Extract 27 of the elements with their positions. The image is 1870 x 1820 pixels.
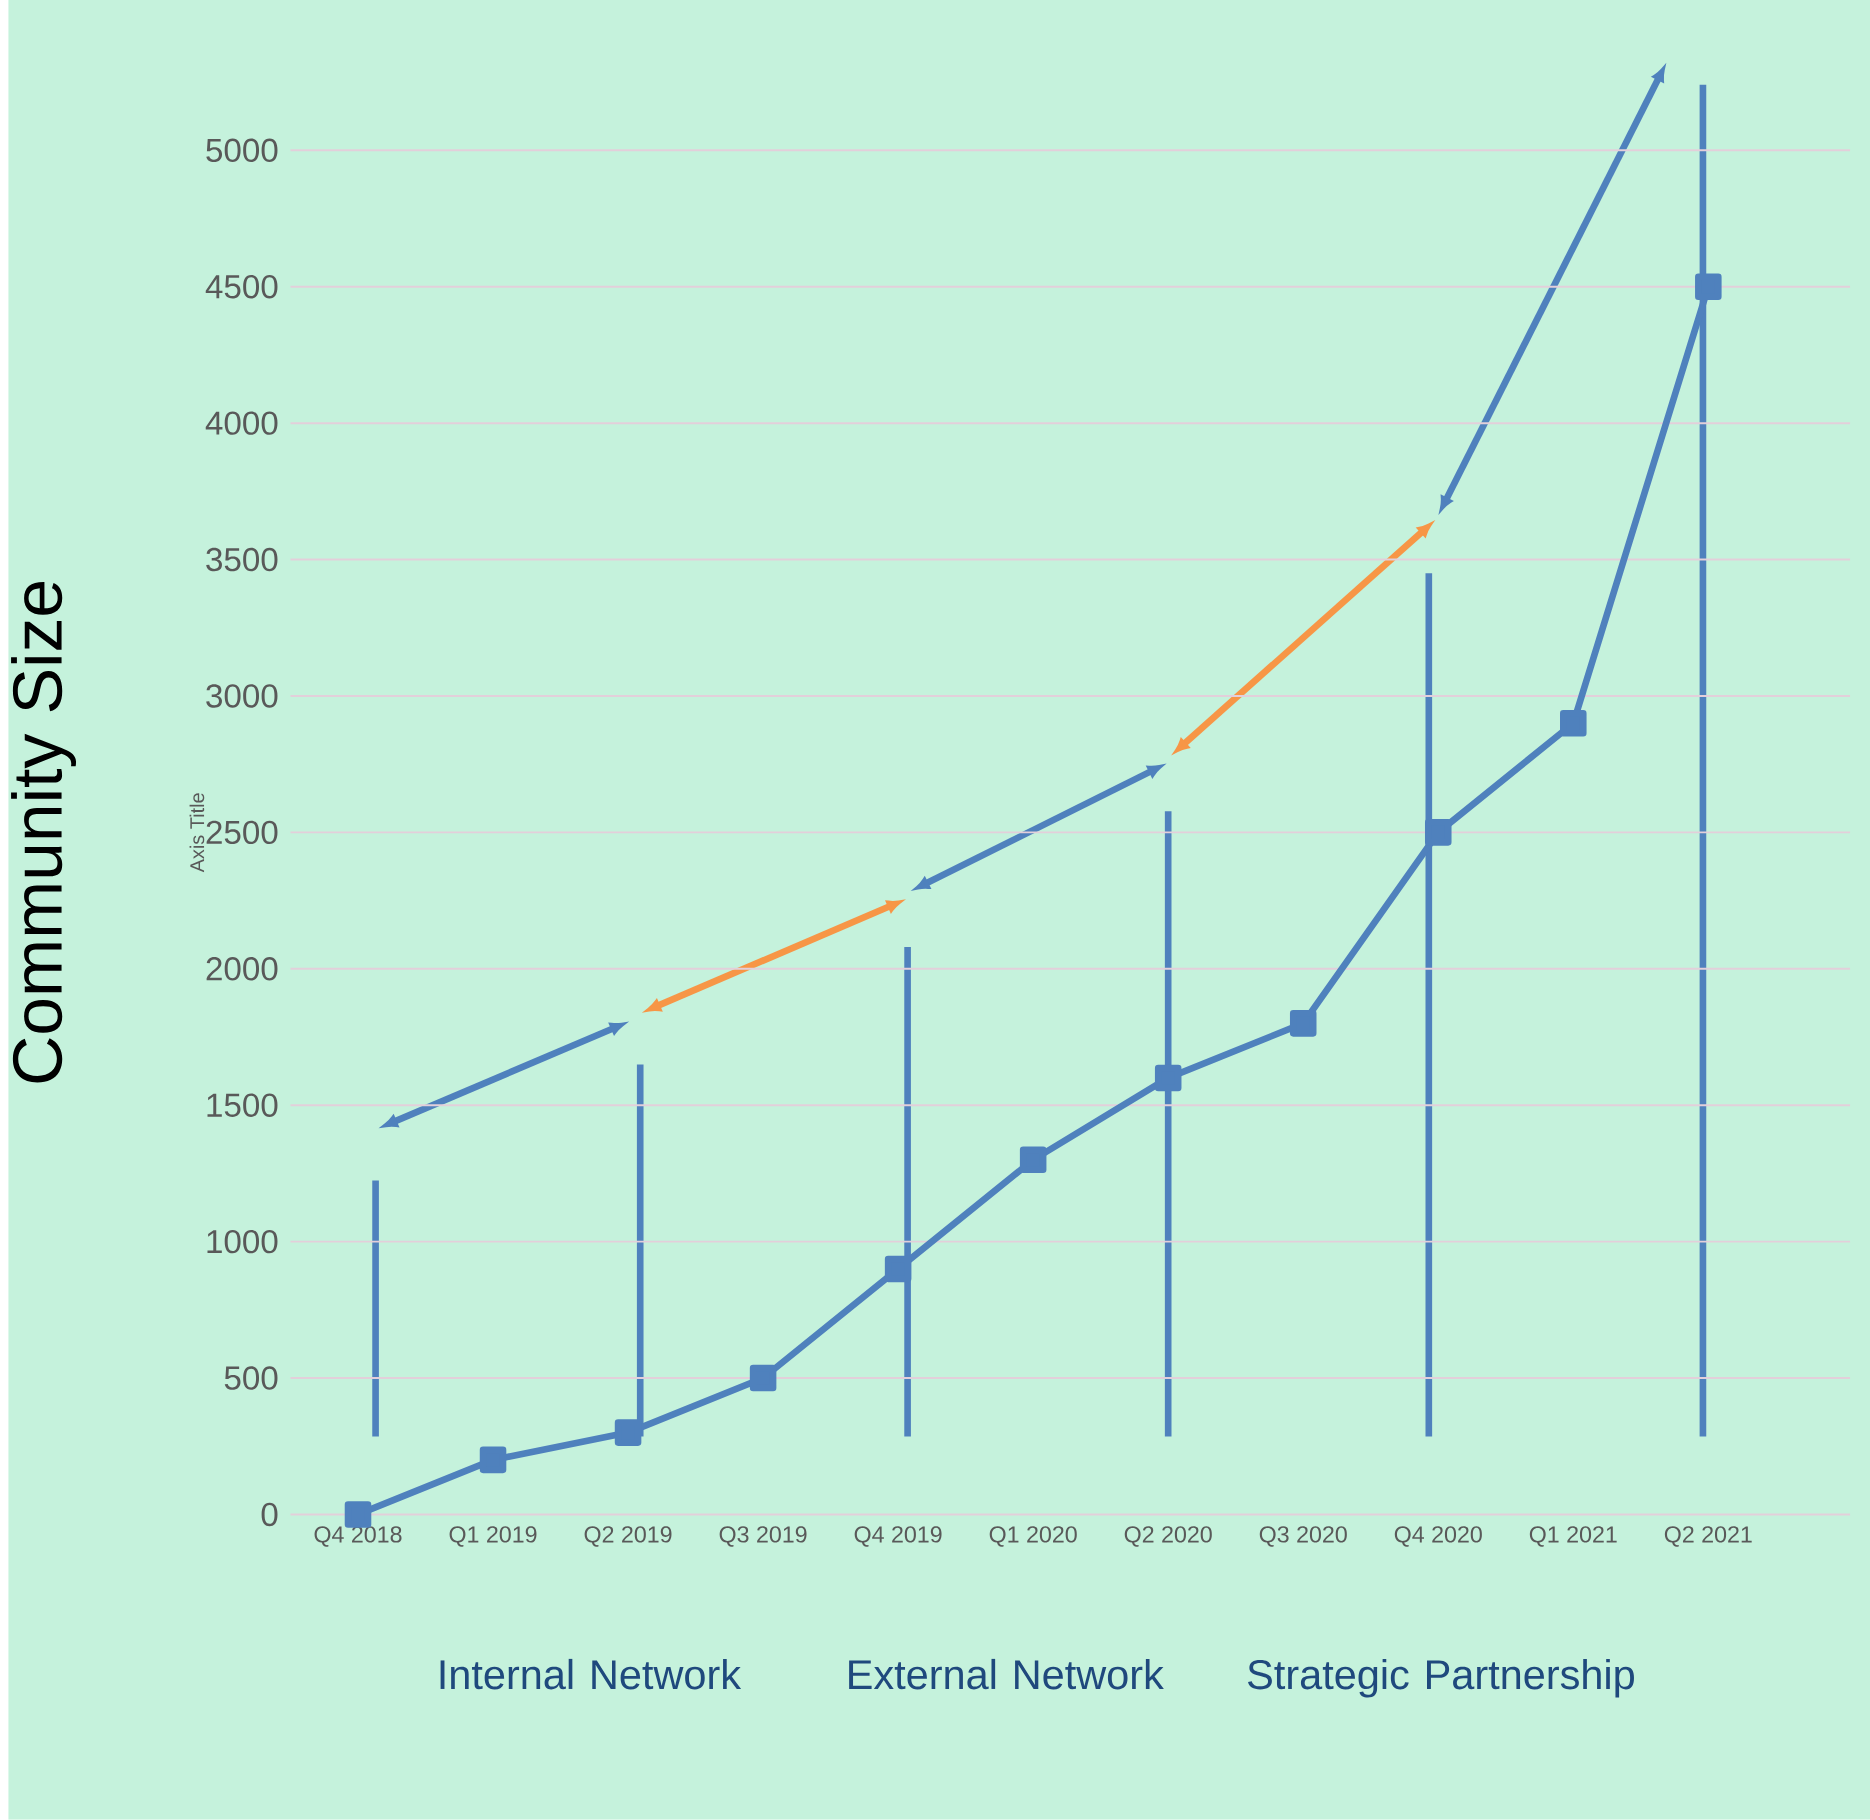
x-tick-label: Q2 2020 — [1124, 1526, 1212, 1547]
y-axis-title: Community Size — [11, 582, 77, 1083]
x-tick-label: Q1 2019 — [449, 1526, 537, 1547]
y-tick-label: 4500 — [205, 275, 278, 299]
y-tick-label: 2500 — [206, 820, 278, 845]
text: Axis Title — [189, 793, 205, 873]
text: External Network — [849, 1659, 1164, 1690]
x-tick-label: Q1 2021 — [1529, 1526, 1617, 1547]
y-tick-label: 3000 — [206, 684, 278, 708]
y-tick-label: 2000 — [206, 957, 278, 981]
text: Strategic Partnership — [1248, 1659, 1634, 1698]
x-tick-label: Q3 2020 — [1259, 1526, 1347, 1547]
x-tick-label: Q2 2021 — [1664, 1526, 1752, 1547]
x-tick-label: Q3 2019 — [719, 1526, 807, 1547]
x-tick-label: Q2 2019 — [584, 1526, 672, 1547]
y-tick-label: 1000 — [207, 1230, 278, 1254]
x-tick-label: Q4 2018 — [314, 1526, 402, 1547]
y-tick-label: 3500 — [206, 547, 278, 572]
x-tick-label: Q4 2019 — [854, 1526, 942, 1547]
y-tick-label: 1500 — [207, 1093, 278, 1118]
x-tick-label: Q1 2020 — [989, 1526, 1077, 1547]
y-tick-label: 500 — [224, 1366, 278, 1390]
x-tick-label: Q4 2020 — [1394, 1526, 1482, 1547]
text: Internal Network — [440, 1659, 742, 1690]
y-tick-label: 5000 — [206, 138, 278, 163]
y-tick-label: 4000 — [205, 411, 278, 435]
y-tick-label: 0 — [261, 1502, 278, 1527]
